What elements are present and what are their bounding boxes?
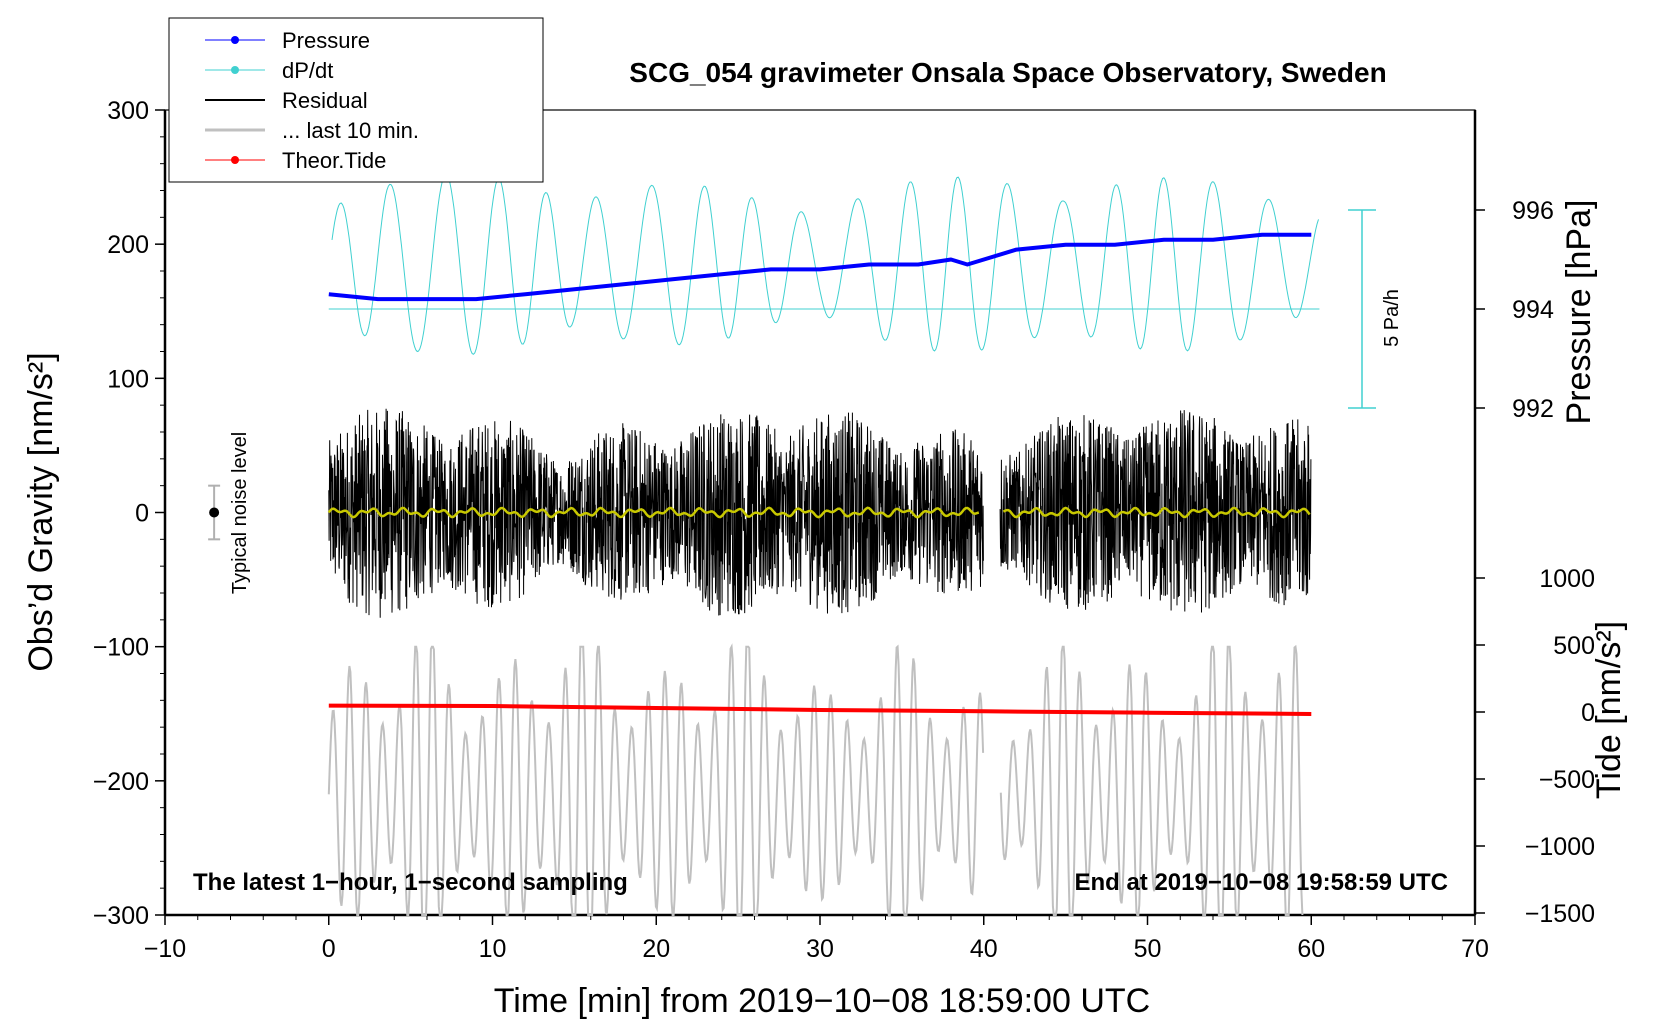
y-tick-label-left: 100 [107, 365, 149, 393]
x-tick-label: −10 [144, 935, 186, 963]
end-time-note: End at 2019−10−08 19:58:59 UTC [1074, 869, 1448, 896]
x-tick-label: 0 [322, 935, 336, 963]
legend-label-tide: Theor.Tide [282, 148, 386, 173]
y-axis-title-left: Obs’d Gravity [nm/s²] [22, 352, 60, 671]
tide-tick-label: −1500 [1525, 900, 1595, 928]
tide-line [328, 703, 1312, 716]
legend-label-residual: Residual [282, 88, 368, 113]
tide-tick-label: −500 [1539, 766, 1595, 794]
pressure-tick-label: 992 [1512, 395, 1554, 423]
x-tick-label: 40 [970, 935, 998, 963]
rate-label: 5 Pa/h [1381, 289, 1403, 347]
legend-marker-dpdt [231, 66, 239, 74]
x-tick-label: 10 [479, 935, 507, 963]
legend: Pressure dP/dt Residual ... last 10 min.… [168, 17, 544, 183]
last10-line [327, 643, 1304, 916]
legend-marker-tide [231, 156, 239, 164]
y-tick-label-left: 300 [107, 97, 149, 125]
y-tick-label-left: −100 [93, 634, 149, 662]
tide-tick-label: −1000 [1525, 833, 1595, 861]
noise-level-label: Typical noise level [229, 432, 251, 594]
pressure-tick-label: 996 [1512, 197, 1554, 225]
sampling-note: The latest 1−hour, 1−second sampling [193, 869, 628, 896]
legend-marker-pressure [231, 36, 239, 44]
y-tick-label-left: −300 [93, 902, 149, 930]
y-axis-title-pressure: Pressure [hPa] [1560, 200, 1598, 425]
noise-bar-center [209, 507, 220, 518]
pressure-tick-label: 994 [1512, 296, 1554, 324]
y-axis-title-tide: Tide [nm/s²] [1590, 621, 1628, 799]
axis-ticks: −10 0 10 20 30 40 50 60 703002001000−100−200−300… [93, 97, 1595, 963]
x-tick-label: 50 [1134, 935, 1162, 963]
x-axis-title: Time [min] from 2019−10−08 18:59:00 UTC [494, 982, 1150, 1020]
legend-label-pressure: Pressure [282, 28, 370, 53]
legend-label-last10: ... last 10 min. [282, 118, 419, 143]
y-tick-label-left: −200 [93, 768, 149, 796]
legend-label-dpdt: dP/dt [282, 58, 333, 83]
x-tick-label: 60 [1297, 935, 1325, 963]
residual-line [328, 408, 1312, 618]
chart-title: SCG_054 gravimeter Onsala Space Observat… [629, 57, 1386, 88]
y-tick-label-left: 0 [135, 500, 149, 528]
x-tick-label: 70 [1461, 935, 1489, 963]
x-tick-label: 30 [806, 935, 834, 963]
tide-tick-label: 500 [1553, 632, 1595, 660]
residual-smoothed-line [327, 506, 1311, 519]
tide-tick-label: 1000 [1539, 565, 1595, 593]
tide-tick-label: 0 [1581, 699, 1595, 727]
pressure-line [328, 232, 1312, 302]
x-tick-label: 20 [642, 935, 670, 963]
y-tick-label-left: 200 [107, 231, 149, 259]
